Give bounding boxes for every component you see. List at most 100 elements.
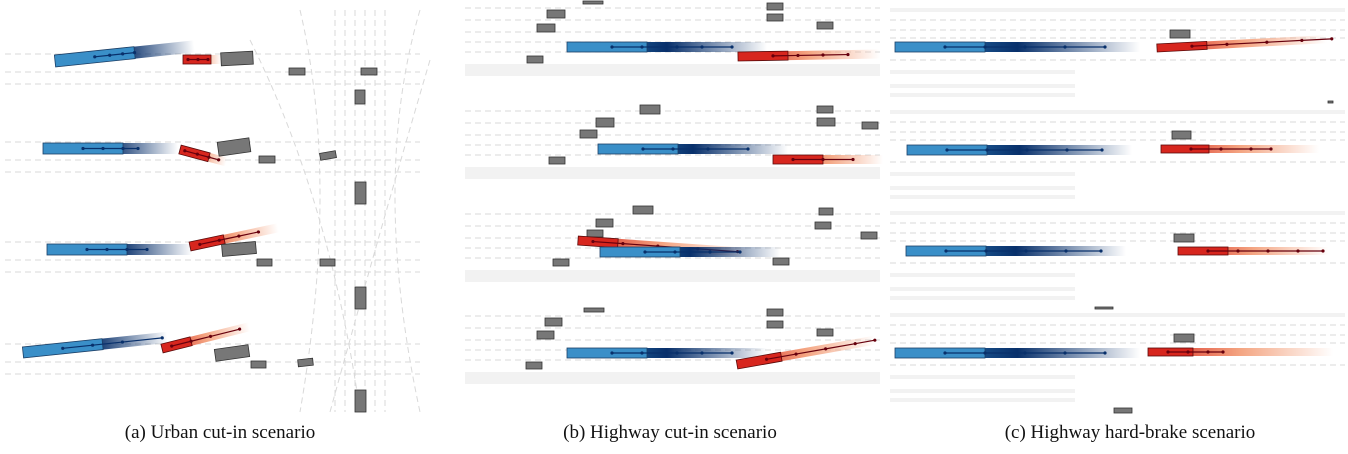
road-shoulder: [890, 186, 1075, 190]
agent-vehicle-group: [1156, 35, 1334, 53]
agent-path-point: [821, 53, 825, 57]
obstacle-vehicle: [766, 308, 784, 317]
ego-vehicle-group: [597, 143, 788, 155]
agent-path-point: [824, 347, 828, 351]
ego-path-point: [93, 55, 97, 59]
road-shoulder: [890, 195, 1075, 199]
obstacle-vehicle: [816, 21, 834, 30]
ego-path-point: [610, 351, 614, 355]
obstacle-vehicle: [632, 205, 654, 215]
obstacle-vehicle: [639, 104, 661, 115]
agent-path-point: [846, 52, 850, 57]
ego-path-point: [641, 147, 645, 151]
agent-vehicle-group: [1147, 347, 1333, 357]
highway-hard-brake-plot: [890, 8, 1345, 414]
obstacle-vehicle: [816, 328, 834, 337]
ego-planned-path: [94, 52, 135, 58]
ego-path-point: [673, 250, 677, 254]
agent-path-point: [1225, 42, 1229, 46]
agent-path-point: [873, 338, 877, 342]
obstacle-vehicle: [582, 0, 604, 5]
ego-path-point: [943, 45, 947, 49]
ego-path-point: [136, 146, 140, 151]
obstacle-vehicle: [319, 258, 336, 267]
ego-path-point: [700, 45, 704, 49]
road-shoulder: [890, 8, 1345, 12]
obstacle-vehicle: [1094, 306, 1114, 310]
agent-predicted-path: [199, 231, 259, 246]
obstacle-vehicle: [536, 330, 555, 340]
ego-path-point: [160, 336, 164, 340]
obstacle-vehicle: [546, 9, 566, 19]
agent-path-point: [621, 242, 625, 246]
urban-scenario-plot: [5, 9, 431, 413]
agent-predicted-path: [772, 53, 848, 57]
obstacle-vehicle: [595, 117, 615, 128]
obstacle-vehicle: [536, 23, 556, 33]
caption-b: (b) Highway cut-in scenario: [563, 422, 777, 443]
obstacle-vehicle: [860, 231, 878, 240]
obstacle-vehicle: [552, 258, 570, 267]
ego-path-point: [985, 148, 989, 152]
agent-path-point: [1265, 40, 1269, 44]
road-shoulder: [890, 398, 1075, 402]
ego-path-point: [730, 351, 734, 355]
obstacle-vehicle: [220, 50, 254, 67]
obstacle-vehicle: [354, 389, 367, 413]
road-shoulder: [890, 110, 1345, 114]
obstacle-vehicle: [766, 13, 784, 22]
ego-path-point: [61, 346, 65, 350]
obstacle-vehicle: [766, 2, 784, 11]
agent-path-point: [189, 339, 193, 343]
panel-highway-cut-in: [455, 0, 885, 415]
obstacle-vehicle: [526, 55, 544, 64]
obstacle-vehicle: [1173, 333, 1195, 343]
agent-path-point: [821, 157, 825, 162]
agent-path-point: [1190, 44, 1194, 48]
ego-vehicle-group: [21, 331, 168, 359]
agent-path-point: [1206, 249, 1210, 253]
agent-path-point: [851, 157, 855, 162]
obstacle-vehicle: [861, 121, 879, 130]
agent-vehicle-group: [737, 49, 881, 62]
agent-path-point: [1266, 249, 1270, 253]
road-shoulder: [465, 64, 880, 76]
ego-path-point: [643, 250, 647, 254]
obstacle-vehicle: [525, 361, 543, 370]
agent-trajectory-fade: [1148, 348, 1333, 356]
obstacle-vehicle: [250, 360, 267, 369]
road-shoulder: [890, 287, 1075, 291]
agent-predicted-path: [171, 328, 240, 347]
ego-path-point: [1064, 249, 1068, 253]
ego-path-point: [121, 146, 125, 151]
agent-path-point: [1296, 249, 1300, 253]
road-shoulder: [890, 70, 1075, 74]
ego-path-point: [1063, 351, 1067, 355]
agent-path-point: [195, 152, 199, 156]
obstacle-vehicle: [816, 105, 834, 114]
ego-path-point: [730, 45, 734, 49]
agent-path-point: [256, 230, 261, 234]
obstacle-vehicle: [766, 320, 784, 329]
ego-path-point: [983, 45, 987, 49]
agent-path-point: [237, 234, 241, 238]
agent-path-point: [183, 149, 187, 153]
ego-path-point: [120, 340, 125, 344]
agent-path-point: [217, 158, 221, 162]
obstacle-vehicle: [216, 137, 252, 157]
agent-path-point: [1330, 37, 1334, 41]
ego-path-point: [1063, 45, 1067, 49]
obstacle-vehicle: [297, 357, 314, 368]
obstacle-vehicle: [221, 241, 257, 257]
agent-path-point: [794, 352, 798, 356]
ego-path-point: [91, 343, 95, 347]
obstacle-vehicle: [1327, 100, 1334, 104]
agent-vehicle-group: [178, 144, 228, 167]
obstacle-vehicle: [579, 129, 598, 139]
ego-path-point: [1100, 148, 1104, 152]
ego-path-point: [1103, 45, 1107, 49]
ego-path-point: [85, 247, 89, 252]
agent-path-point: [170, 344, 174, 348]
obstacle-vehicle: [583, 307, 605, 313]
agent-vehicle-group: [772, 154, 883, 165]
